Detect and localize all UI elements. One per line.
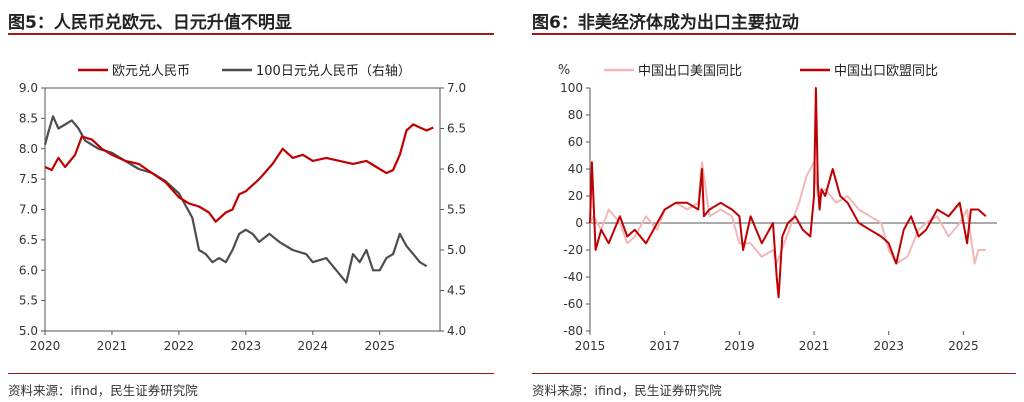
- y-tick-label: -40: [563, 270, 583, 284]
- y-left-tick-label: 6.5: [19, 233, 38, 247]
- y-left-tick-label: 5.0: [19, 324, 38, 338]
- right-source-rule: [532, 373, 1016, 374]
- series-line-jpy-cny: [43, 115, 428, 284]
- legend-label-jpy: 100日元兑人民币（右轴）: [256, 64, 411, 79]
- right-title-rule: [532, 33, 1016, 35]
- x-tick-label: 2024: [298, 339, 329, 353]
- left-chart-title: 图5：人民币兑欧元、日元升值不明显: [8, 13, 292, 33]
- x-tick-label: 2023: [873, 339, 904, 353]
- y-tick-label: 60: [568, 135, 583, 149]
- y-right-tick-label: 6.0: [447, 162, 466, 176]
- left-source-rule: [8, 373, 494, 374]
- y-right-tick-label: 6.5: [447, 122, 466, 136]
- y-left-tick-label: 7.5: [19, 172, 38, 186]
- y-tick-label: -80: [563, 324, 583, 338]
- y-left-tick-label: 9.0: [19, 81, 38, 95]
- y-right-tick-label: 4.5: [447, 284, 466, 298]
- left-title-rule: [8, 33, 494, 35]
- x-tick-label: 2025: [948, 339, 979, 353]
- series-line-export-eu: [589, 87, 987, 299]
- plot-frame: [44, 87, 441, 332]
- series-line-export-us: [589, 161, 986, 265]
- y-left-tick-label: 6.0: [19, 263, 38, 277]
- x-tick-label: 2023: [231, 339, 262, 353]
- y-right-tick-label: 5.0: [447, 243, 466, 257]
- legend-label-eur: 欧元兑人民币: [112, 64, 190, 79]
- y-tick-label: 100: [560, 81, 583, 95]
- x-tick-label: 2020: [30, 339, 61, 353]
- x-tick-label: 2019: [724, 339, 755, 353]
- legend-label-eu: 中国出口欧盟同比: [834, 64, 938, 79]
- x-tick-label: 2025: [364, 339, 395, 353]
- x-tick-label: 2021: [97, 339, 128, 353]
- left-chart: 9.0 8.5 8.0 7.5 7.0 6.5 6.0 5.5 5.0 7.0 6.5 6.0 5.5 5…: [19, 64, 466, 353]
- y-tick-label: 20: [568, 189, 583, 203]
- x-tick-label: 2017: [649, 339, 680, 353]
- series-line-eur-cny: [44, 123, 434, 223]
- right-source: 资料来源：ifind，民生证券研究院: [532, 383, 722, 398]
- y-tick-label: -60: [563, 297, 583, 311]
- legend-label-us: 中国出口美国同比: [638, 64, 742, 79]
- y-axis-unit: %: [558, 63, 570, 78]
- y-right-tick-label: 4.0: [447, 324, 466, 338]
- x-tick-label: 2021: [799, 339, 830, 353]
- x-tick-label: 2015: [575, 339, 606, 353]
- y-tick-label: 0: [575, 216, 583, 230]
- y-tick-label: 80: [568, 108, 583, 122]
- y-left-tick-label: 8.0: [19, 142, 38, 156]
- y-right-tick-label: 7.0: [447, 81, 466, 95]
- y-tick-label: 40: [568, 162, 583, 176]
- x-tick-label: 2022: [164, 339, 195, 353]
- y-tick-label: -20: [563, 243, 583, 257]
- y-left-tick-label: 7.0: [19, 203, 38, 217]
- y-left-tick-label: 5.5: [19, 294, 38, 308]
- y-right-tick-label: 5.5: [447, 203, 466, 217]
- left-source: 资料来源：ifind，民生证券研究院: [8, 383, 198, 398]
- right-chart-title: 图6：非美经济体成为出口主要拉动: [532, 13, 799, 33]
- y-left-tick-label: 8.5: [19, 111, 38, 125]
